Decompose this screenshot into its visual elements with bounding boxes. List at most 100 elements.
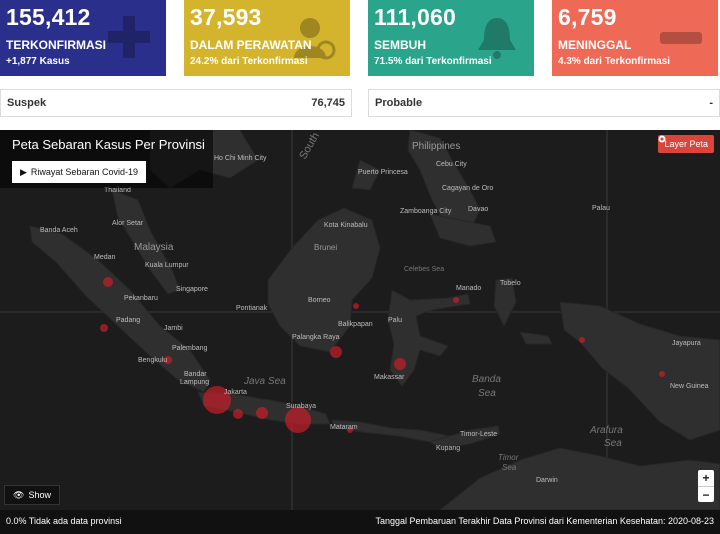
marker-north-sulawesi[interactable] [453,297,459,303]
show-button[interactable]: 👁 Show [4,485,60,505]
confirmed-number: 155,412 [6,4,91,30]
label-timor-sea-2: Sea [502,463,517,472]
label-singapore: Singapore [176,286,208,293]
probable-label: Probable [375,97,423,109]
label-banda-aceh: Banda Aceh [40,227,78,234]
card-deaths: 6,759 MENINGGAL 4.3% dari Terkonfirmasi [552,0,718,76]
eye-icon: 👁 [13,489,25,500]
label-padang: Padang [116,317,140,324]
label-balikpapan: Balikpapan [338,321,373,328]
show-button-label: Show [28,490,51,500]
label-timor-sea: Timor [498,453,519,462]
label-jayapura: Jayapura [672,340,701,347]
stat-probable: Probable - [368,89,720,117]
case-markers [100,277,665,433]
zoom-control: + − [698,470,714,502]
map-title: Peta Sebaran Kasus Per Provinsi [12,137,205,152]
label-tobelo: Tobelo [500,280,521,287]
history-button-label: Riwayat Sebaran Covid-19 [30,167,138,177]
marker-south-sulawesi[interactable] [394,358,406,370]
marker-bali[interactable] [347,427,353,433]
label-pekanbaru: Pekanbaru [124,295,158,302]
plus-icon [108,16,150,58]
map-labels: Ho Chi Minh City South Philippines Thail… [40,131,709,484]
label-mataram: Mataram [330,424,358,431]
label-puerto: Puerto Princesa [358,169,408,176]
recovered-number: 111,060 [374,4,457,30]
marker-papua[interactable] [659,371,665,377]
card-recovered: 111,060 SEMBUH 71.5% dari Terkonfirmasi [368,0,534,76]
label-philippines: Philippines [412,141,460,152]
label-cagayan: Cagayan de Oro [442,185,493,192]
label-banda-sea-2: Sea [478,388,496,399]
bell-icon [478,18,516,59]
marker-east-kalimantan[interactable] [353,303,359,309]
map-title-panel: Peta Sebaran Kasus Per Provinsi ▶ Riwaya… [0,130,213,188]
label-hcm: Ho Chi Minh City [214,155,267,162]
marker-west-papua[interactable] [579,337,585,343]
summary-cards: 155,412 TERKONFIRMASI +1,877 Kasus 37,59… [0,0,720,78]
label-malaysia: Malaysia [134,242,174,253]
in-care-label: DALAM PERAWATAN [190,38,312,52]
footer-update-date: Tanggal Pembaruan Terakhir Data Provinsi… [375,516,714,526]
province-map[interactable]: Ho Chi Minh City South Philippines Thail… [0,130,720,510]
deaths-number: 6,759 [558,4,617,30]
label-palangka: Palangka Raya [292,334,340,341]
card-confirmed: 155,412 TERKONFIRMASI +1,877 Kasus [0,0,166,76]
marker-south-sumatra[interactable] [164,356,172,364]
zoom-in-button[interactable]: + [702,471,710,485]
map-footer: 0.0% Tidak ada data provinsi Tanggal Pem… [0,510,720,534]
label-palau: Palau [592,205,610,212]
label-java-sea: Java Sea [243,376,286,387]
stat-suspect: Suspek 76,745 [0,89,352,117]
label-cebu: Cebu City [436,161,467,168]
label-lampung: Lampung [180,379,209,386]
map-canvas[interactable]: Ho Chi Minh City South Philippines Thail… [0,130,720,510]
marker-east-java[interactable] [285,407,311,433]
label-arafura-sea: Arafura [589,425,623,436]
label-pontianak: Pontianak [236,305,268,312]
in-care-sub: 24.2% dari Terkonfirmasi [190,56,308,67]
label-banda-sea: Banda [472,374,501,385]
marker-jakarta[interactable] [203,386,231,414]
label-alor: Alor Setar [112,220,144,227]
label-bandar: Bandar [184,371,207,378]
label-manado: Manado [456,285,481,292]
label-celebes: Celebes Sea [404,266,444,273]
label-new-guinea: New Guinea [670,383,709,390]
marker-west-java[interactable] [233,409,243,419]
layer-button[interactable]: Layer Peta [658,135,714,153]
marker-north-sumatra[interactable] [103,277,113,287]
deaths-label: MENINGGAL [558,38,632,52]
marker-west-sumatra[interactable] [100,324,108,332]
label-south: South [297,131,322,162]
label-davao: Davao [468,206,488,213]
label-brunei: Brunei [314,243,337,252]
history-button[interactable]: ▶ Riwayat Sebaran Covid-19 [12,161,146,183]
marker-central-java[interactable] [256,407,268,419]
label-medan: Medan [94,254,116,261]
label-darwin: Darwin [536,477,558,484]
deaths-sub: 4.3% dari Terkonfirmasi [558,56,671,67]
label-timor-leste: Timor-Leste [460,431,497,438]
label-kota-kinabalu: Kota Kinabalu [324,222,368,229]
minus-icon [660,32,702,44]
label-kuala-lumpur: Kuala Lumpur [145,262,189,269]
label-zamboanga: Zamboanga City [400,208,452,215]
label-jakarta: Jakarta [224,389,247,396]
label-surabaya: Surabaya [286,403,316,410]
footer-no-data: 0.0% Tidak ada data provinsi [6,516,122,526]
label-thailand: Thailand [104,187,131,194]
marker-south-kalimantan[interactable] [330,346,342,358]
label-makassar: Makassar [374,374,405,381]
confirmed-sub: +1,877 Kasus [6,56,70,67]
zoom-out-button[interactable]: − [698,486,714,502]
recovered-sub: 71.5% dari Terkonfirmasi [374,56,492,67]
layer-button-label: Layer Peta [664,139,708,149]
probable-value: - [709,97,713,109]
layers-icon [658,135,666,143]
recovered-label: SEMBUH [374,38,427,52]
label-arafura-sea-2: Sea [604,438,622,449]
label-borneo: Borneo [308,297,331,304]
in-care-number: 37,593 [190,4,262,30]
